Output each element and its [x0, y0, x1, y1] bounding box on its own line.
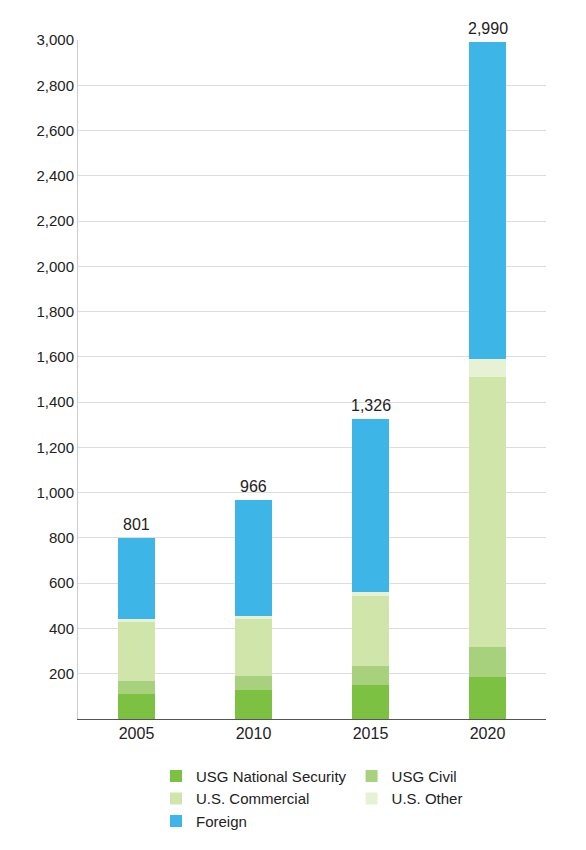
svg-text:2020: 2020	[470, 725, 506, 742]
svg-text:966: 966	[240, 478, 267, 495]
svg-text:U.S. Commercial: U.S. Commercial	[196, 790, 309, 807]
svg-text:400: 400	[49, 620, 74, 637]
svg-text:2,990: 2,990	[468, 20, 508, 37]
svg-text:2,400: 2,400	[36, 167, 74, 184]
svg-text:USG Civil: USG Civil	[392, 768, 457, 785]
svg-text:Foreign: Foreign	[196, 813, 247, 830]
svg-text:2,200: 2,200	[36, 212, 74, 229]
svg-text:2,600: 2,600	[36, 122, 74, 139]
svg-text:800: 800	[49, 529, 74, 546]
svg-text:1,600: 1,600	[36, 348, 74, 365]
svg-text:USG National Security: USG National Security	[196, 768, 347, 785]
svg-text:U.S. Other: U.S. Other	[392, 790, 463, 807]
svg-text:2010: 2010	[236, 725, 272, 742]
svg-text:1,200: 1,200	[36, 439, 74, 456]
svg-text:1,400: 1,400	[36, 393, 74, 410]
svg-text:2015: 2015	[353, 725, 389, 742]
svg-text:600: 600	[49, 574, 74, 591]
svg-text:1,800: 1,800	[36, 303, 74, 320]
svg-text:1,326: 1,326	[351, 397, 391, 414]
svg-text:3,000: 3,000	[36, 31, 74, 48]
svg-text:200: 200	[49, 665, 74, 682]
svg-text:1,000: 1,000	[36, 484, 74, 501]
svg-text:2,000: 2,000	[36, 258, 74, 275]
svg-text:2,800: 2,800	[36, 77, 74, 94]
svg-text:2005: 2005	[119, 725, 155, 742]
svg-text:801: 801	[123, 516, 150, 533]
